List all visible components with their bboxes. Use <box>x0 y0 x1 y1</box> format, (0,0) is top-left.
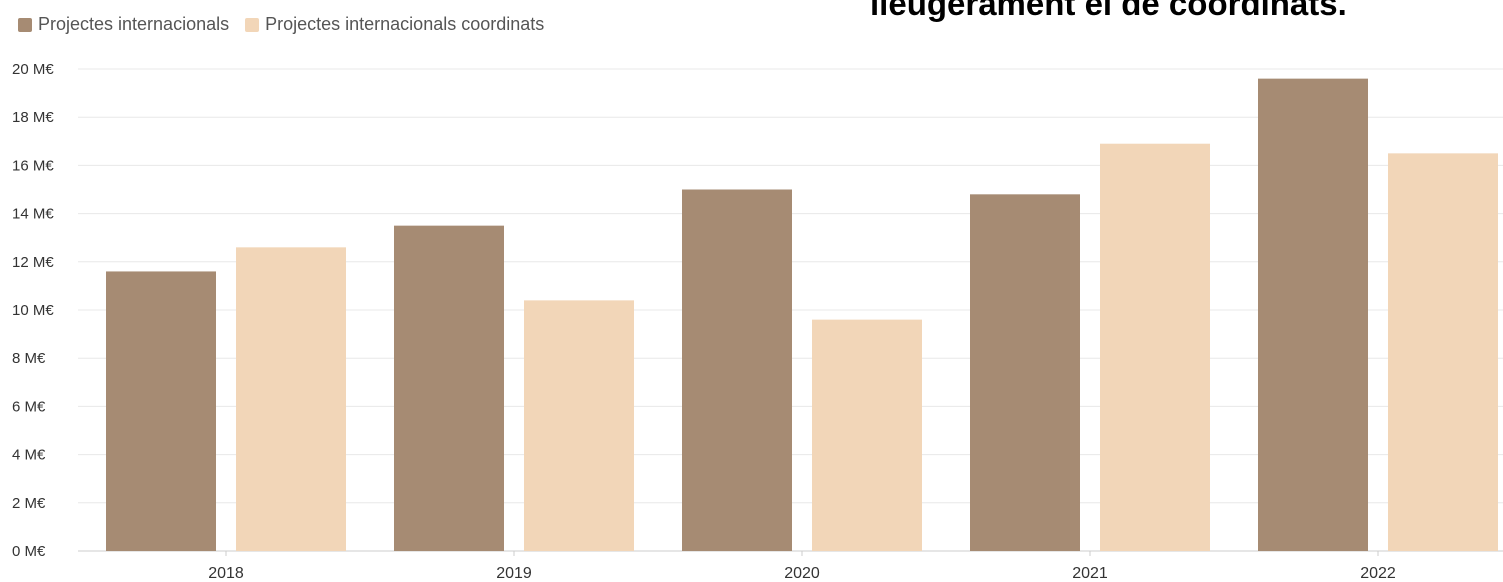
y-tick-label: 14 M€ <box>12 206 54 223</box>
y-tick-label: 0 M€ <box>12 543 46 560</box>
x-tick-label: 2022 <box>1360 565 1396 582</box>
chart-headline: lleugerament el de coordinats. <box>870 0 1347 22</box>
y-tick-label: 16 M€ <box>12 157 54 174</box>
legend-swatch-series-1 <box>18 17 32 32</box>
bar-2020-series-2[interactable] <box>812 319 922 551</box>
chart-legend: Projectes internacionals Projectes inter… <box>18 14 560 35</box>
x-tick-label: 2021 <box>1072 565 1108 582</box>
legend-label-series-1: Projectes internacionals <box>38 14 230 34</box>
x-tick-label: 2018 <box>208 565 244 582</box>
y-tick-label: 10 M€ <box>12 302 54 319</box>
bar-2021-series-1[interactable] <box>970 194 1080 551</box>
legend-item-series-1[interactable]: Projectes internacionals <box>18 14 229 35</box>
legend-item-series-2[interactable]: Projectes internacionals coordinats <box>245 14 544 35</box>
bar-2022-series-2[interactable] <box>1388 153 1498 551</box>
y-tick-label: 20 M€ <box>12 61 54 78</box>
bar-2019-series-2[interactable] <box>524 300 634 551</box>
bar-2018-series-2[interactable] <box>236 247 346 551</box>
bar-2018-series-1[interactable] <box>106 271 216 551</box>
y-tick-label: 2 M€ <box>12 495 46 512</box>
bar-2019-series-1[interactable] <box>394 225 504 551</box>
y-tick-label: 4 M€ <box>12 447 46 464</box>
y-tick-label: 18 M€ <box>12 109 54 126</box>
y-tick-label: 12 M€ <box>12 254 54 271</box>
x-tick-label: 2020 <box>784 565 820 582</box>
legend-swatch-series-2 <box>245 17 260 32</box>
x-tick-label: 2019 <box>496 565 532 582</box>
bar-2020-series-1[interactable] <box>682 189 792 552</box>
bar-2022-series-1[interactable] <box>1258 78 1368 551</box>
legend-label-series-2: Projectes internacionals coordinats <box>265 14 545 34</box>
bar-2021-series-2[interactable] <box>1100 143 1210 551</box>
y-tick-label: 8 M€ <box>12 350 46 367</box>
y-tick-label: 6 M€ <box>12 398 46 415</box>
